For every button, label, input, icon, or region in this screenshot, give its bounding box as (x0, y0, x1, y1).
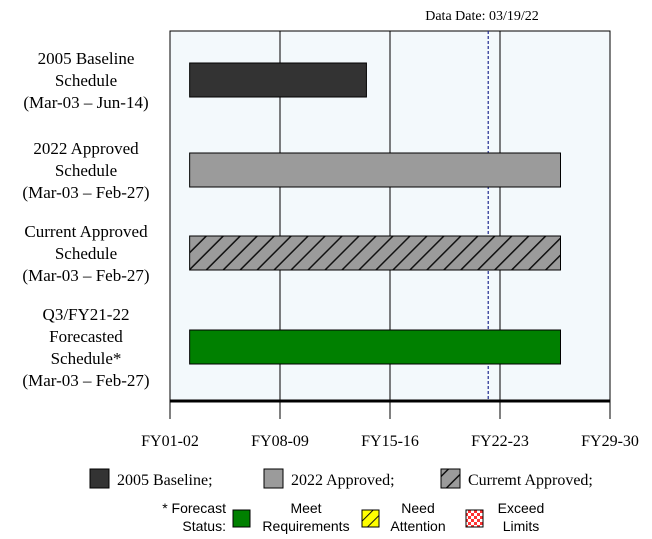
row-label: 2005 Baseline (38, 49, 135, 68)
row-labels: 2005 Baseline Schedule (Mar-03 – Jun-14) 20… (22, 49, 149, 390)
status-swatch-forecast_attention (361, 509, 380, 528)
x-tick-label: FY22-23 (471, 433, 529, 450)
bar-current (189, 235, 561, 271)
row-label: (Mar-03 – Feb-27) (22, 266, 149, 285)
legend-swatch-current (440, 468, 461, 489)
status-label: Meet (290, 500, 321, 516)
forecast-status-title: Status: (182, 518, 226, 534)
legend-swatch-baseline (89, 468, 110, 489)
row-label: Schedule (55, 161, 117, 180)
row-label: (Mar-03 – Jun-14) (23, 93, 148, 112)
status-label: Attention (390, 518, 445, 534)
status-label: Limits (503, 518, 540, 534)
bar-baseline (189, 62, 367, 98)
row-label: (Mar-03 – Feb-27) (22, 371, 149, 390)
row-label: (Mar-03 – Feb-27) (22, 183, 149, 202)
row-label: Schedule (55, 244, 117, 263)
row-label: Schedule* (51, 349, 122, 368)
x-tick-label: FY15-16 (361, 433, 419, 450)
x-tick-label: FY08-09 (251, 433, 309, 450)
row-label: Q3/FY21-22 (43, 305, 130, 324)
row-label: Forecasted (49, 327, 123, 346)
bar-approved2022 (189, 152, 561, 188)
x-tick-label: FY01-02 (141, 433, 199, 450)
x-tick-label: FY29-30 (581, 433, 639, 450)
bar-forecast_meet (189, 329, 561, 365)
status-label: Need (401, 500, 434, 516)
legend: 2005 Baseline; 2022 Approved; Curremt Appr… (89, 468, 593, 534)
bars (189, 62, 561, 365)
legend-label: 2022 Approved; (291, 472, 395, 489)
row-label: Current Approved (24, 222, 148, 241)
data-date-label: Data Date: 03/19/22 (425, 9, 539, 24)
legend-label: Curremt Approved; (468, 472, 593, 489)
x-axis-ticks: FY01-02 FY08-09 FY15-16 FY22-23 FY29-30 (141, 401, 639, 450)
row-label: 2022 Approved (33, 139, 139, 158)
row-label: Schedule (55, 71, 117, 90)
status-label: Exceed (498, 500, 545, 516)
legend-swatch-approved2022 (263, 468, 284, 489)
status-swatch-forecast_exceed (465, 509, 484, 528)
forecast-status-title: * Forecast (162, 500, 226, 516)
status-label: Requirements (262, 518, 349, 534)
legend-label: 2005 Baseline; (117, 472, 213, 489)
status-swatch-forecast_meet (232, 509, 251, 528)
